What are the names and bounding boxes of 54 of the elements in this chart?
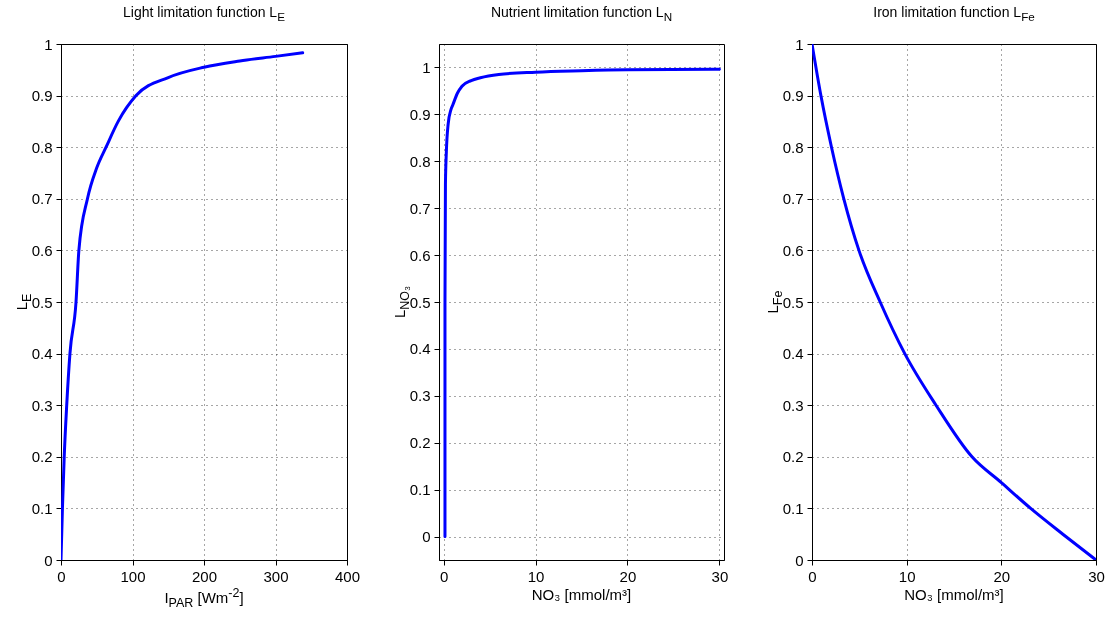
chart-title: Light limitation function L$_{E}$	[123, 4, 285, 23]
x-tick-label: 30	[1088, 567, 1105, 585]
y-tick-label: 0.7	[782, 190, 804, 208]
chart-title: Iron limitation function L$_{Fe}$	[873, 4, 1035, 23]
y-tick-label: 0	[422, 528, 431, 546]
x-tick-label: 0	[439, 567, 449, 585]
y-tick-label: 0.2	[409, 434, 431, 452]
x-tick-label: 400	[334, 567, 361, 585]
y-tick-label: 0	[795, 551, 804, 569]
y-tick-label: 0.3	[409, 387, 431, 405]
y-tick-label: 0.7	[409, 199, 431, 217]
x-tick-label: 300	[263, 567, 289, 585]
chart-title: Nutrient limitation function L$_{N}$	[490, 4, 673, 23]
x-axis-title: NO₃ [mmol/m³]	[904, 586, 1004, 603]
y-tick-label: 0.1	[782, 499, 804, 517]
y-tick-label: 0.7	[31, 190, 53, 208]
line-series	[443, 67, 721, 539]
y-tick-label: 1	[422, 58, 431, 76]
x-tick-label: 0	[57, 567, 66, 585]
x-tick-label: 10	[527, 567, 545, 585]
y-tick-label: 0.2	[782, 448, 804, 466]
y-tick-label: 0.9	[31, 87, 53, 105]
x-tick-label: 200	[191, 567, 218, 585]
y-tick-label: 0.5	[409, 293, 431, 311]
y-tick-label: 0	[44, 551, 53, 569]
y-tick-label: 0.6	[409, 246, 431, 264]
x-tick-label: 10	[898, 567, 916, 585]
y-tick-label: 0.5	[782, 293, 804, 311]
y-tick-label: 0.1	[409, 481, 431, 499]
y-tick-label: 0.3	[31, 396, 53, 414]
line-series	[61, 51, 305, 560]
y-tick-label: 0.6	[31, 241, 53, 259]
y-tick-label: 0.4	[31, 345, 53, 363]
y-tick-label: 0.1	[31, 499, 53, 517]
x-tick-label: 30	[711, 567, 729, 585]
x-tick-label: 100	[120, 567, 146, 585]
y-tick-label: 0.6	[782, 241, 804, 259]
y-tick-label: 0.4	[409, 340, 431, 358]
y-tick-label: 1	[44, 35, 53, 53]
x-tick-label: 20	[993, 567, 1011, 585]
y-tick-label: 1	[795, 35, 804, 53]
x-tick-label: 0	[808, 567, 817, 585]
y-tick-label: 0.8	[409, 152, 431, 170]
x-axis-title: NO₃ [mmol/m³]	[531, 586, 632, 603]
y-tick-label: 0.9	[409, 105, 431, 123]
y-tick-label: 0.3	[782, 396, 804, 414]
y-tick-label: 0.9	[782, 87, 804, 105]
y-tick-label: 0.2	[31, 448, 53, 466]
y-tick-label: 0.8	[782, 138, 804, 156]
x-tick-label: 20	[619, 567, 637, 585]
x-axis-title: I$_{PAR}$ [Wm$^{-2}$]	[164, 586, 244, 610]
y-tick-label: 0.4	[782, 345, 804, 363]
y-tick-label: 0.8	[31, 138, 53, 156]
y-tick-label: 0.5	[31, 293, 53, 311]
